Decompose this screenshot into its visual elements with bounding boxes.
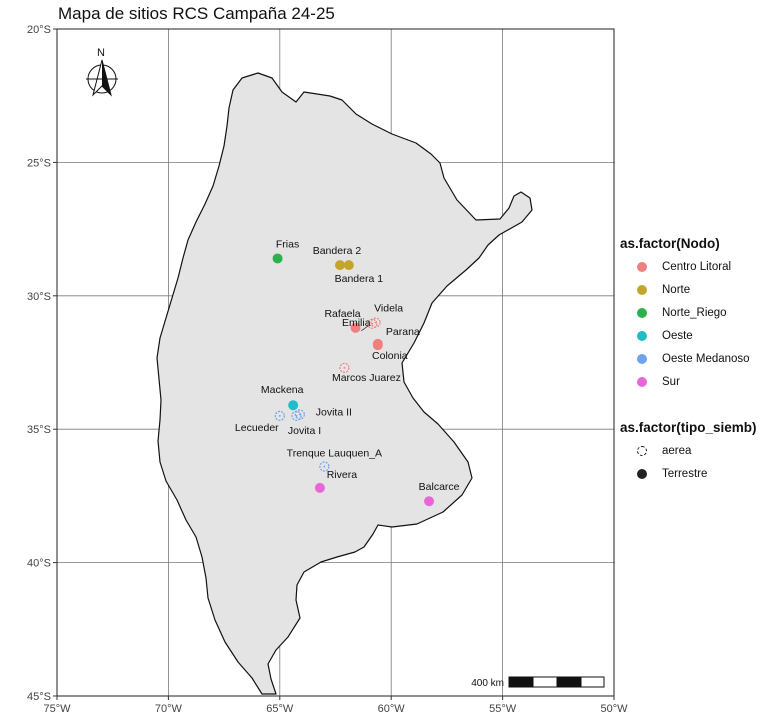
site-label: Videla (374, 302, 403, 314)
legend-tipo-items: aerea Terrestre (620, 439, 757, 485)
legend-tipo-swatch (634, 466, 650, 482)
north-arrow-label: N (97, 47, 105, 59)
site-label: Parana (386, 326, 420, 338)
legend-nodo-label: Sur (662, 375, 680, 388)
x-tick-label: 55°W (489, 703, 517, 715)
site-marker (319, 461, 330, 472)
legend-nodo-swatch (634, 259, 650, 275)
legend-nodo-item: Centro Litoral (620, 255, 750, 278)
legend-nodo-label: Oeste Medanoso (662, 352, 750, 365)
site-marker (314, 482, 325, 493)
legend-nodo-label: Oeste (662, 329, 693, 342)
legend-nodo-swatch (634, 351, 650, 367)
site-label: Jovita II (316, 407, 352, 419)
legend-nodo-item: Oeste Medanoso (620, 347, 750, 370)
legend-nodo: as.factor(Nodo) Centro Litoral Norte Norte… (620, 236, 750, 393)
scale-bar: 400 km (471, 676, 605, 689)
x-tick-label: 50°W (600, 703, 628, 715)
legend-nodo-swatch (634, 282, 650, 298)
site-label: Trenque Lauquen_A (287, 448, 382, 460)
plot-frame (56, 28, 615, 697)
legend-tipo: as.factor(tipo_siemb) aerea Terrestre (620, 420, 757, 485)
y-tick-label: 40°S (27, 558, 51, 570)
site-label: Marcos Juarez (332, 372, 401, 384)
legend-nodo-swatch (634, 328, 650, 344)
legend-nodo-items: Centro Litoral Norte Norte_Riego Oeste Oeste… (620, 255, 750, 393)
legend-tipo-item: Terrestre (620, 462, 757, 485)
site-markers (272, 253, 435, 507)
north-arrow-icon: N (86, 47, 118, 97)
legend-nodo-label: Norte (662, 283, 691, 296)
site-marker-center (323, 465, 326, 468)
y-tick-label: 25°S (27, 157, 51, 169)
site-marker (367, 318, 378, 329)
site-marker-center (374, 321, 377, 324)
site-marker-center (343, 366, 346, 369)
site-label: Emilia (342, 317, 371, 329)
site-marker (424, 496, 435, 507)
axis-ticks: 75°W 70°W 65°W 60°W 55°W 50°W 20°S 25°S 30°S 35°S… (27, 24, 628, 715)
site-marker (339, 362, 350, 373)
site-marker-center (278, 414, 281, 417)
legend-nodo-label: Centro Litoral (662, 260, 732, 273)
legend-nodo-item: Norte (620, 278, 750, 301)
site-label: Rivera (327, 469, 358, 481)
site-labels: Frias Bandera 2 Bandera 1 Rafaela VidelaEmil… (235, 238, 460, 493)
site-marker (343, 260, 354, 271)
legend-nodo-swatch (634, 305, 650, 321)
argentina-outline (156, 72, 533, 695)
site-marker (272, 253, 283, 264)
legend-tipo-title: as.factor(tipo_siemb) (620, 420, 757, 435)
site-marker-center (298, 413, 301, 416)
y-tick-label: 45°S (27, 691, 51, 703)
x-tick-label: 65°W (266, 703, 294, 715)
legend-nodo-item: Sur (620, 370, 750, 393)
site-label: Mackena (261, 384, 304, 396)
x-tick-label: 60°W (378, 703, 406, 715)
site-label: Jovita I (288, 425, 321, 437)
legend-nodo-item: Oeste (620, 324, 750, 347)
legend-nodo-swatch (634, 374, 650, 390)
leader-line (361, 325, 369, 332)
site-label: Lecueder (235, 422, 279, 434)
site-label: Frias (276, 238, 299, 250)
site-marker (291, 410, 302, 421)
y-tick-label: 30°S (27, 291, 51, 303)
legend-nodo-title: as.factor(Nodo) (620, 236, 720, 251)
legend-tipo-label: aerea (662, 444, 692, 457)
site-marker-center (295, 414, 298, 417)
map-title: Mapa de sitios RCS Campaña 24-25 (58, 4, 335, 23)
site-marker (350, 322, 361, 333)
site-marker-center (371, 322, 374, 325)
legend-tipo-item: aerea (620, 439, 757, 462)
site-label: Bandera 1 (335, 273, 384, 285)
plot-border (56, 28, 615, 697)
x-tick-label: 70°W (155, 703, 183, 715)
site-marker (334, 260, 345, 271)
site-marker (288, 400, 299, 411)
y-tick-label: 20°S (27, 24, 51, 36)
site-marker (274, 410, 285, 421)
site-label: Colonia (372, 350, 408, 362)
legend-nodo-item: Norte_Riego (620, 301, 750, 324)
legend-tipo-swatch (634, 443, 650, 459)
x-tick-label: 75°W (43, 703, 71, 715)
legend-nodo-label: Norte_Riego (662, 306, 727, 319)
site-marker (372, 340, 383, 351)
site-label: Rafaela (324, 308, 360, 320)
site-label: Balcarce (419, 481, 460, 493)
y-tick-label: 35°S (27, 424, 51, 436)
site-label: Bandera 2 (313, 245, 362, 257)
legend-tipo-label: Terrestre (662, 467, 708, 480)
scale-bar-label: 400 km (471, 678, 504, 689)
